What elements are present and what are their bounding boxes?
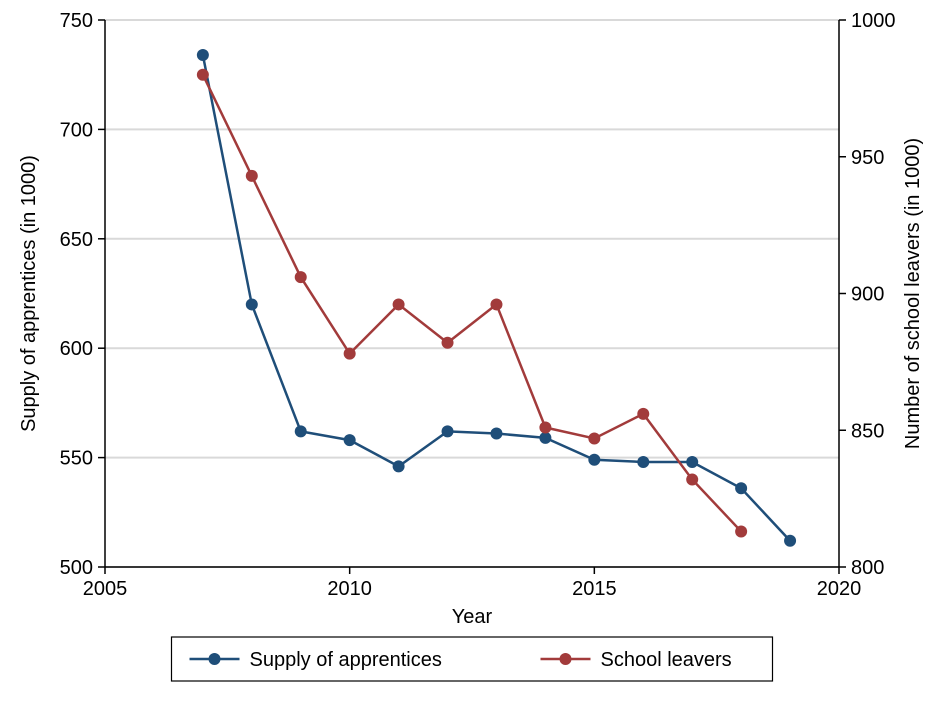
- series-marker: [784, 535, 796, 547]
- series-marker: [686, 473, 698, 485]
- x-axis-label: Year: [452, 606, 493, 628]
- series-marker: [344, 434, 356, 446]
- y-left-tick-label: 500: [60, 557, 93, 579]
- series-marker: [588, 432, 600, 444]
- y-right-tick-label: 950: [851, 147, 884, 169]
- series-marker: [393, 298, 405, 310]
- series-marker: [295, 271, 307, 283]
- series-marker: [246, 170, 258, 182]
- series-marker: [588, 454, 600, 466]
- series-marker: [197, 69, 209, 81]
- series-marker: [442, 425, 454, 437]
- legend-swatch-marker: [209, 653, 221, 665]
- y-left-tick-label: 650: [60, 229, 93, 251]
- legend-swatch-marker: [560, 653, 572, 665]
- series-marker: [442, 337, 454, 349]
- dual-axis-line-chart: 2005 2010 2015 2020 Year 500 550 600 650 700 750 Su…: [0, 0, 944, 707]
- legend-label: School leavers: [601, 649, 732, 671]
- series-marker: [735, 525, 747, 537]
- series-marker: [393, 460, 405, 472]
- y-left-tick-label: 750: [60, 10, 93, 32]
- series-marker: [490, 428, 502, 440]
- series-marker: [539, 422, 551, 434]
- series-marker: [637, 408, 649, 420]
- series-marker: [686, 456, 698, 468]
- x-tick-label: 2010: [327, 578, 372, 600]
- series-marker: [344, 348, 356, 360]
- series-marker: [197, 49, 209, 61]
- y-right-tick-label: 1000: [851, 10, 896, 32]
- y-right-tick-label: 900: [851, 284, 884, 306]
- series-marker: [637, 456, 649, 468]
- series-marker: [295, 425, 307, 437]
- y-left-tick-label: 600: [60, 338, 93, 360]
- series-marker: [735, 482, 747, 494]
- legend-label: Supply of apprentices: [250, 649, 442, 671]
- chart-container: 2005 2010 2015 2020 Year 500 550 600 650 700 750 Su…: [0, 0, 944, 707]
- y-left-axis-label: Supply of apprentices (in 1000): [18, 155, 40, 432]
- y-right-axis-label: Number of school leavers (in 1000): [902, 138, 924, 449]
- x-tick-label: 2015: [572, 578, 617, 600]
- series-marker: [490, 298, 502, 310]
- y-left-tick-label: 700: [60, 119, 93, 141]
- y-left-tick-label: 550: [60, 448, 93, 470]
- x-tick-label: 2005: [83, 578, 128, 600]
- series-marker: [539, 432, 551, 444]
- y-right-tick-label: 800: [851, 557, 884, 579]
- x-tick-label: 2020: [817, 578, 862, 600]
- y-right-tick-label: 850: [851, 420, 884, 442]
- series-marker: [246, 298, 258, 310]
